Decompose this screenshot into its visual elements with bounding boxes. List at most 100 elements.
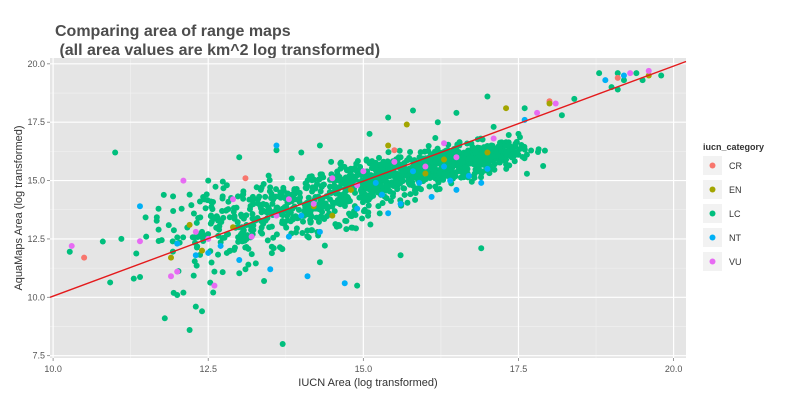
legend-title: iucn_category — [703, 142, 764, 152]
y-axis-title: AquaMaps Area (log transformed) — [13, 125, 25, 290]
point-lc — [541, 147, 548, 154]
point-lc — [614, 70, 621, 77]
point-lc — [223, 182, 230, 189]
point-vu — [552, 100, 559, 107]
legend-label-cr: CR — [729, 161, 742, 171]
regression-line — [49, 60, 687, 298]
point-lc — [118, 235, 125, 242]
point-lc — [302, 203, 309, 210]
point-lc — [234, 219, 241, 226]
point-lc — [264, 237, 271, 244]
point-vu — [490, 135, 497, 142]
point-lc — [306, 173, 313, 180]
point-vu — [329, 175, 336, 182]
point-lc — [317, 213, 324, 220]
title-line-1: (all area values are km^2 log transforme… — [55, 42, 380, 59]
point-lc — [302, 180, 309, 187]
point-lc — [596, 70, 603, 77]
point-lc — [199, 308, 206, 315]
point-lc — [324, 205, 331, 212]
point-lc — [242, 266, 249, 273]
point-lc — [503, 165, 510, 172]
point-lc — [297, 194, 304, 201]
point-lc — [216, 223, 223, 230]
point-lc — [283, 224, 290, 231]
point-lc — [165, 222, 172, 229]
point-lc — [99, 238, 106, 245]
point-lc — [347, 212, 354, 219]
point-lc — [209, 206, 216, 213]
point-lc — [205, 177, 212, 184]
point-lc — [305, 194, 312, 201]
point-cr — [391, 147, 398, 154]
point-vu — [230, 196, 237, 203]
point-vu — [180, 177, 187, 184]
point-lc — [462, 164, 469, 171]
point-nt — [428, 193, 435, 200]
point-lc — [273, 186, 280, 193]
y-tick-label: 17.5 — [27, 117, 45, 127]
point-vu — [285, 196, 292, 203]
point-vu — [360, 168, 367, 175]
point-lc — [515, 130, 522, 137]
point-lc — [363, 157, 370, 164]
point-lc — [352, 225, 359, 232]
point-lc — [257, 228, 264, 235]
point-lc — [343, 226, 350, 233]
point-lc — [202, 205, 209, 212]
point-lc — [243, 243, 250, 250]
point-lc — [316, 142, 323, 149]
point-lc — [484, 143, 491, 149]
legend-swatch-cr — [709, 162, 716, 169]
point-lc — [180, 289, 187, 296]
point-lc — [365, 196, 372, 203]
point-lc — [133, 250, 140, 257]
point-lc — [431, 164, 438, 171]
point-lc — [372, 184, 379, 191]
x-tick-label: 12.5 — [199, 364, 217, 374]
point-lc — [344, 198, 351, 205]
point-lc — [404, 157, 411, 164]
point-en — [441, 156, 448, 163]
point-en — [168, 254, 174, 261]
point-lc — [359, 215, 366, 222]
point-lc — [333, 223, 340, 230]
point-nt — [174, 240, 181, 247]
point-lc — [142, 214, 149, 221]
point-nt — [409, 168, 416, 175]
point-en — [186, 221, 193, 228]
point-lc — [447, 150, 454, 157]
point-lc — [451, 159, 458, 166]
point-lc — [66, 248, 73, 255]
point-lc — [245, 261, 252, 268]
point-lc — [376, 154, 382, 161]
legend-swatch-nt — [709, 234, 716, 241]
point-lc — [365, 202, 372, 209]
point-lc — [280, 184, 287, 191]
point-lc — [434, 119, 441, 126]
point-en — [199, 247, 206, 254]
point-lc — [491, 166, 498, 173]
point-lc — [348, 177, 355, 184]
point-lc — [378, 183, 385, 190]
point-lc — [237, 231, 244, 238]
point-lc — [195, 214, 202, 221]
point-lc — [158, 237, 165, 244]
point-lc — [407, 148, 414, 155]
point-lc — [170, 227, 177, 234]
point-lc — [137, 274, 144, 280]
point-lc — [299, 230, 306, 237]
point-lc — [292, 187, 299, 194]
point-lc — [188, 202, 195, 209]
point-lc — [331, 208, 338, 215]
point-lc — [620, 77, 627, 84]
point-lc — [512, 140, 519, 147]
point-lc — [284, 217, 291, 224]
point-nt — [267, 266, 274, 273]
point-lc — [447, 165, 454, 172]
point-lc — [273, 147, 280, 154]
point-lc — [503, 161, 510, 168]
point-lc — [219, 208, 226, 214]
point-lc — [558, 112, 565, 119]
point-lc — [341, 190, 348, 197]
